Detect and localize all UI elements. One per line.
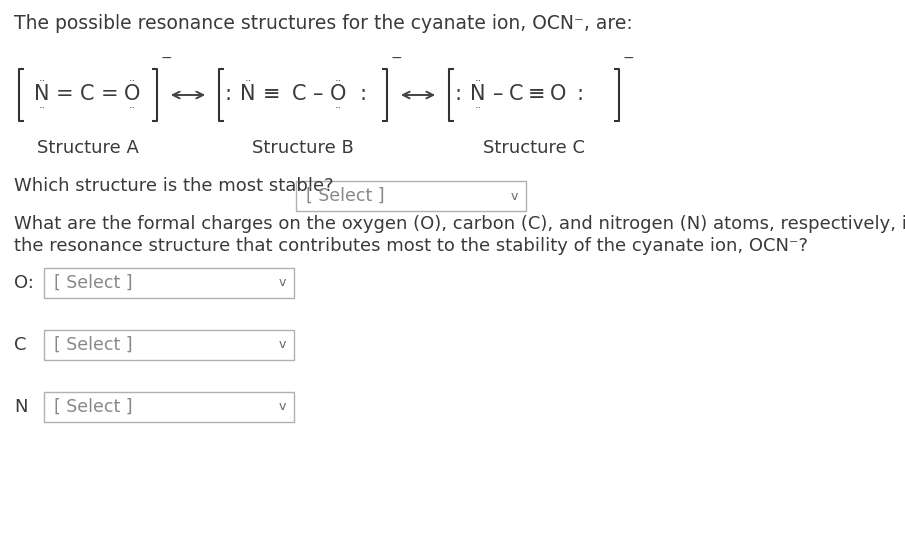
Text: Which structure is the most stable?: Which structure is the most stable? — [14, 177, 334, 195]
Text: :: : — [224, 84, 232, 104]
Text: ··: ·· — [474, 103, 481, 113]
Text: v: v — [279, 401, 286, 413]
Text: N: N — [34, 84, 50, 104]
Text: −: − — [391, 51, 403, 65]
Text: ··: ·· — [129, 76, 136, 86]
Text: N: N — [240, 84, 256, 104]
Text: [ Select ]: [ Select ] — [54, 336, 133, 354]
Text: O: O — [124, 84, 140, 104]
Text: :: : — [359, 84, 367, 104]
Text: −: − — [623, 51, 634, 65]
Text: :: : — [454, 84, 462, 104]
Text: [ Select ]: [ Select ] — [306, 187, 385, 205]
Text: v: v — [279, 339, 286, 351]
Text: N: N — [14, 398, 27, 416]
Text: ··: ·· — [244, 76, 252, 86]
FancyBboxPatch shape — [44, 330, 294, 360]
Text: Structure A: Structure A — [37, 139, 139, 157]
Text: N: N — [471, 84, 486, 104]
Text: –: – — [493, 84, 503, 104]
Text: ··: ·· — [334, 103, 341, 113]
Text: ≡: ≡ — [263, 84, 281, 104]
Text: Structure C: Structure C — [483, 139, 585, 157]
Text: −: − — [161, 51, 173, 65]
Text: What are the formal charges on the oxygen (O), carbon (C), and nitrogen (N) atom: What are the formal charges on the oxyge… — [14, 215, 905, 233]
Text: C: C — [291, 84, 306, 104]
Text: The possible resonance structures for the cyanate ion, OCN⁻, are:: The possible resonance structures for th… — [14, 14, 633, 33]
Text: ··: ·· — [129, 103, 136, 113]
Text: Structure B: Structure B — [252, 139, 354, 157]
Text: –: – — [313, 84, 323, 104]
Text: ··: ·· — [474, 76, 481, 86]
Text: v: v — [510, 189, 518, 203]
FancyBboxPatch shape — [44, 268, 294, 298]
Text: [ Select ]: [ Select ] — [54, 274, 133, 292]
Text: O: O — [329, 84, 347, 104]
FancyBboxPatch shape — [296, 181, 526, 211]
Text: v: v — [279, 276, 286, 290]
Text: O: O — [550, 84, 567, 104]
Text: ··: ·· — [334, 76, 341, 86]
Text: ··: ·· — [38, 76, 45, 86]
Text: ≡: ≡ — [529, 84, 546, 104]
Text: the resonance structure that contributes most to the stability of the cyanate io: the resonance structure that contributes… — [14, 237, 808, 255]
Text: C: C — [14, 336, 26, 354]
Text: C: C — [509, 84, 523, 104]
Text: ··: ·· — [38, 103, 45, 113]
Text: O:: O: — [14, 274, 33, 292]
FancyBboxPatch shape — [44, 392, 294, 422]
Text: [ Select ]: [ Select ] — [54, 398, 133, 416]
Text: C: C — [80, 84, 94, 104]
Text: :: : — [576, 84, 584, 104]
Text: =: = — [56, 84, 73, 104]
Text: =: = — [100, 84, 119, 104]
